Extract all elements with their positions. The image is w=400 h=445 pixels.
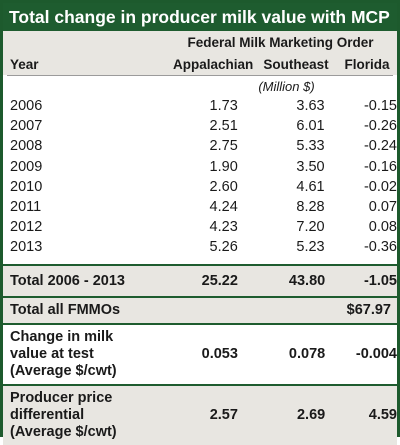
total-florida: -1.05	[363, 272, 397, 289]
table-row: 2008 2.75 5.33 -0.24	[3, 136, 397, 156]
fmmo-total-label: Total all FMMOs	[10, 302, 121, 318]
change-in-milk-label: Change in milk value at test (Average $/…	[10, 328, 117, 379]
total-southeast: 43.80	[288, 272, 326, 289]
southeast-cell: 5.33	[296, 138, 325, 155]
florida-cell: -0.15	[363, 98, 397, 115]
change-in-milk-row: Change in milk value at test (Average $/…	[3, 325, 397, 384]
florida-cell: -0.24	[363, 138, 397, 155]
differential-southeast: 2.69	[296, 407, 326, 423]
year-cell: 2011	[10, 199, 42, 216]
appalachian-cell: 5.26	[209, 239, 238, 256]
florida-cell: -0.02	[363, 178, 397, 195]
total-appalachian: 25.22	[201, 272, 238, 289]
section-divider	[3, 263, 397, 266]
differential-label: Producer price differential (Average $/c…	[10, 389, 117, 440]
total-label: Total 2006 - 2013	[10, 272, 125, 289]
section-divider	[3, 322, 397, 325]
appalachian-cell: 1.73	[209, 98, 238, 115]
unit-label: (Million $)	[258, 78, 315, 94]
table-row: 2010 2.60 4.61 -0.02	[3, 177, 397, 197]
table-row: 2006 1.73 3.63 -0.15	[3, 96, 397, 116]
section-divider	[3, 295, 397, 298]
florida-cell: -0.36	[363, 239, 397, 256]
florida-column-header: Florida	[344, 56, 390, 72]
florida-cell: -0.26	[363, 118, 397, 135]
year-cell: 2009	[10, 158, 43, 175]
table-row: 2012 4.23 7.20 0.08	[3, 217, 397, 237]
group-header-label: Federal Milk Marketing Order	[187, 34, 374, 50]
year-cell: 2010	[10, 178, 43, 195]
table-row: 2007 2.51 6.01 -0.26	[3, 116, 397, 136]
table-title: Total change in producer milk value with…	[3, 3, 397, 31]
appalachian-cell: 2.60	[209, 178, 238, 195]
southeast-cell: 3.50	[296, 158, 325, 175]
total-row: Total 2006 - 2013 25.22 43.80 -1.05	[3, 266, 397, 296]
column-header-row: Year Appalachian Southeast Florida	[3, 53, 397, 75]
southeast-cell: 4.61	[296, 178, 325, 195]
year-column-header: Year	[10, 56, 39, 72]
group-header-row: Federal Milk Marketing Order	[3, 31, 397, 53]
differential-appalachian: 2.57	[209, 407, 238, 423]
table-row: 2013 5.26 5.23 -0.36	[3, 237, 397, 257]
totals-block: Total 2006 - 2013 25.22 43.80 -1.05 Tota…	[3, 265, 397, 323]
appalachian-cell: 1.90	[209, 158, 238, 175]
florida-cell: 0.07	[368, 199, 397, 216]
header-divider	[7, 75, 393, 76]
year-cell: 2006	[10, 98, 43, 115]
change-florida: -0.004	[355, 346, 397, 362]
section-divider	[3, 383, 397, 386]
southeast-cell: 8.28	[296, 199, 325, 216]
florida-cell: -0.16	[363, 158, 397, 175]
year-cell: 2008	[10, 138, 43, 155]
change-appalachian: 0.053	[201, 346, 238, 362]
fmmo-total-row: Total all FMMOs $67.97	[3, 298, 397, 323]
appalachian-column-header: Appalachian	[173, 56, 254, 72]
appalachian-cell: 4.23	[209, 219, 238, 236]
producer-price-differential-row: Producer price differential (Average $/c…	[3, 386, 397, 445]
table-header: Federal Milk Marketing Order Year Appala…	[3, 31, 397, 75]
unit-row: (Million $)	[3, 76, 397, 96]
change-southeast: 0.078	[288, 346, 326, 362]
fmmo-total-value: $67.97	[346, 302, 391, 318]
appalachian-cell: 4.24	[209, 199, 238, 216]
differential-florida: 4.59	[368, 407, 397, 423]
data-table: Federal Milk Marketing Order Year Appala…	[3, 31, 397, 445]
table-row: 2011 4.24 8.28 0.07	[3, 197, 397, 217]
year-rows: 2006 1.73 3.63 -0.15 2007 2.51 6.01 -0.2…	[3, 96, 397, 258]
year-cell: 2012	[10, 219, 43, 236]
appalachian-cell: 2.75	[209, 138, 238, 155]
southeast-cell: 6.01	[296, 118, 325, 135]
southeast-cell: 7.20	[296, 219, 325, 236]
table-row: 2009 1.90 3.50 -0.16	[3, 157, 397, 177]
year-cell: 2013	[10, 239, 43, 256]
southeast-column-header: Southeast	[263, 56, 329, 72]
southeast-cell: 3.63	[296, 98, 325, 115]
year-cell: 2007	[10, 118, 43, 135]
florida-cell: 0.08	[368, 219, 397, 236]
appalachian-cell: 2.51	[209, 118, 238, 135]
southeast-cell: 5.23	[296, 239, 325, 256]
